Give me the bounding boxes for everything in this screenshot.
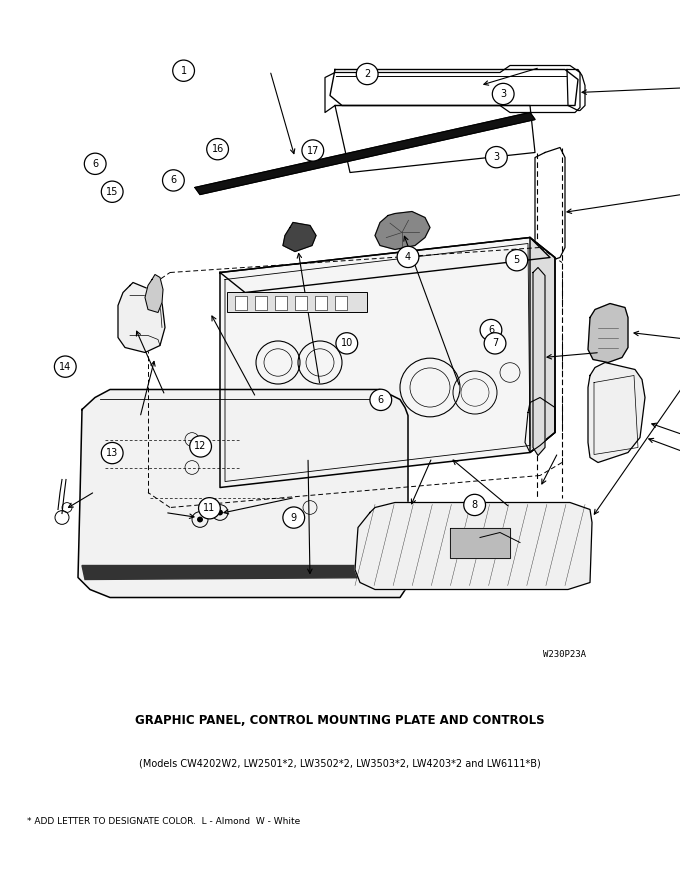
Text: 4: 4 <box>405 252 411 262</box>
Polygon shape <box>220 237 550 292</box>
Polygon shape <box>588 362 645 463</box>
Text: GRAPHIC PANEL, CONTROL MOUNTING PLATE AND CONTROLS: GRAPHIC PANEL, CONTROL MOUNTING PLATE AN… <box>135 715 545 727</box>
Text: 5: 5 <box>513 255 520 265</box>
Text: 11: 11 <box>203 503 216 514</box>
Circle shape <box>101 181 123 202</box>
Polygon shape <box>450 528 510 557</box>
Text: 7: 7 <box>492 339 498 348</box>
Circle shape <box>190 436 211 457</box>
Circle shape <box>199 498 220 519</box>
FancyBboxPatch shape <box>275 296 287 310</box>
Polygon shape <box>283 222 316 251</box>
Circle shape <box>484 332 506 354</box>
Text: 17: 17 <box>307 145 319 156</box>
Circle shape <box>197 516 203 522</box>
Circle shape <box>84 153 106 174</box>
Text: 10: 10 <box>341 339 353 348</box>
Text: 3: 3 <box>493 152 500 162</box>
Circle shape <box>173 60 194 81</box>
Circle shape <box>480 319 502 340</box>
Text: 3: 3 <box>500 89 507 99</box>
Circle shape <box>492 83 514 105</box>
Polygon shape <box>533 268 545 456</box>
Polygon shape <box>530 237 555 452</box>
Text: W230P23A: W230P23A <box>543 650 586 659</box>
FancyBboxPatch shape <box>235 296 247 310</box>
Circle shape <box>397 246 419 268</box>
Polygon shape <box>78 389 408 598</box>
Text: * ADD LETTER TO DESIGNATE COLOR.  L - Almond  W - White: * ADD LETTER TO DESIGNATE COLOR. L - Alm… <box>27 816 301 826</box>
Text: 6: 6 <box>92 158 99 169</box>
Circle shape <box>506 249 528 271</box>
Text: (Models CW4202W2, LW2501*2, LW3502*2, LW3503*2, LW4203*2 and LW6111*B): (Models CW4202W2, LW2501*2, LW3502*2, LW… <box>139 759 541 768</box>
Text: 14: 14 <box>59 361 71 372</box>
FancyBboxPatch shape <box>295 296 307 310</box>
Circle shape <box>207 138 228 160</box>
Polygon shape <box>118 283 165 353</box>
Polygon shape <box>220 237 555 487</box>
FancyBboxPatch shape <box>255 296 267 310</box>
Text: 12: 12 <box>194 441 207 452</box>
Circle shape <box>217 509 223 515</box>
Text: 8: 8 <box>471 500 478 510</box>
Text: 1: 1 <box>180 66 187 76</box>
Polygon shape <box>588 304 628 362</box>
Circle shape <box>283 507 305 528</box>
Circle shape <box>163 170 184 191</box>
Circle shape <box>336 332 358 354</box>
FancyBboxPatch shape <box>315 296 327 310</box>
Polygon shape <box>195 113 535 194</box>
Circle shape <box>370 389 392 410</box>
Circle shape <box>54 356 76 377</box>
Circle shape <box>464 494 486 515</box>
Text: 6: 6 <box>488 325 494 335</box>
Polygon shape <box>375 212 430 249</box>
Text: 2: 2 <box>364 69 371 79</box>
FancyBboxPatch shape <box>335 296 347 310</box>
Polygon shape <box>355 502 592 590</box>
Circle shape <box>302 140 324 161</box>
Circle shape <box>356 63 378 85</box>
Text: 15: 15 <box>106 186 118 197</box>
Circle shape <box>101 443 123 464</box>
Circle shape <box>486 146 507 168</box>
Polygon shape <box>82 565 392 579</box>
Text: 13: 13 <box>106 448 118 458</box>
Polygon shape <box>145 275 163 312</box>
Text: 6: 6 <box>377 395 384 405</box>
Text: 16: 16 <box>211 144 224 154</box>
Text: 9: 9 <box>290 513 297 522</box>
FancyBboxPatch shape <box>227 292 367 312</box>
Text: 6: 6 <box>170 175 177 186</box>
